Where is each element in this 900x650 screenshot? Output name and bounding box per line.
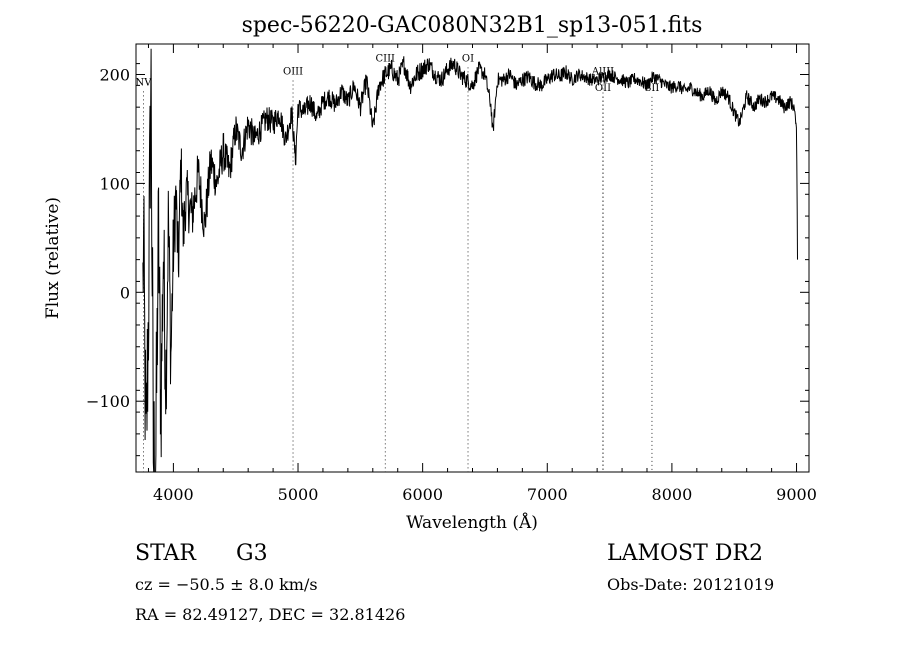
- coordinates-readout: RA = 82.49127, DEC = 32.81426: [135, 605, 406, 624]
- spectrum-flux-line: [142, 48, 798, 473]
- x-axis-label: Wavelength (Å): [406, 512, 538, 533]
- line-marker-label: OI: [462, 53, 474, 64]
- line-marker-label: AlIII: [591, 66, 614, 77]
- redshift-readout: cz = −50.5 ± 8.0 km/s: [135, 575, 318, 594]
- x-tick-label: 5000: [278, 485, 319, 504]
- line-marker-label: OIII: [283, 66, 303, 77]
- y-tick-label: −100: [86, 392, 130, 411]
- survey-name: LAMOST DR2: [607, 541, 763, 566]
- x-tick-label: 4000: [153, 485, 194, 504]
- spectrum-layer: [142, 48, 798, 473]
- y-tick-label: 0: [120, 283, 130, 302]
- y-axis-label: Flux (relative): [43, 197, 63, 319]
- line-marker-label: CIII: [376, 53, 396, 64]
- line-marker-label: SII: [645, 83, 660, 94]
- line-marker-label: NV: [135, 77, 152, 88]
- x-tick-label: 8000: [652, 485, 693, 504]
- observation-date: Obs-Date: 20121019: [607, 575, 775, 594]
- line-marker-label: OII: [595, 83, 611, 94]
- subclass: G3: [236, 541, 268, 566]
- x-tick-label: 7000: [527, 485, 568, 504]
- x-axis: 4000 5000 6000 7000 8000 9000: [147, 44, 817, 504]
- plot-frame: [135, 43, 810, 473]
- object-class: STAR: [135, 541, 196, 566]
- x-tick-label: 6000: [402, 485, 443, 504]
- y-tick-label: 200: [99, 65, 130, 84]
- y-tick-label: 100: [99, 174, 130, 193]
- x-tick-label: 9000: [776, 485, 817, 504]
- line-marker-layer: NV OIII CIII OI AlIII OII SII: [135, 53, 659, 472]
- chart-title: spec-56220-GAC080N32B1_sp13-051.fits: [242, 13, 703, 38]
- y-axis: −100 0 100 200: [86, 63, 809, 457]
